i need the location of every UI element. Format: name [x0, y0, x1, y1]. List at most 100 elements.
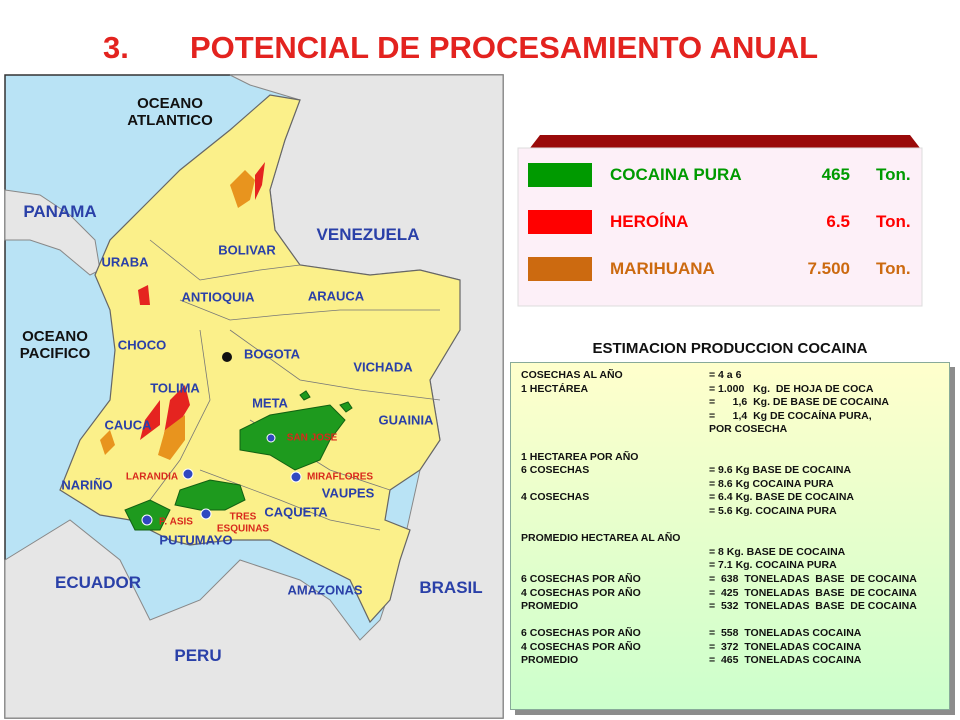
row-label: 1 HECTÁREA [521, 382, 589, 395]
row-value: POR COSECHA [709, 423, 788, 436]
title: POTENCIAL DE PROCESAMIENTO ANUAL [190, 30, 819, 65]
estimate-row: = 8 Kg. BASE DE COCAINA [521, 546, 949, 560]
estimate-row: PROMEDIO HECTAREA AL AÑO [521, 532, 949, 546]
estimate-row: = 1,4 Kg DE COCAÍNA PURA, [521, 410, 949, 424]
row-label-empty [521, 559, 709, 573]
region-label: ANTIOQUIA [181, 289, 255, 305]
town-label: P. ASIS [159, 516, 193, 528]
row-label-empty [521, 478, 709, 492]
region-label: ARAUCA [307, 288, 365, 304]
row-label-empty [521, 505, 709, 519]
row-value: = 425 TONELADAS BASE DE COCAINA [709, 586, 917, 599]
region-label: CAUCA [104, 417, 152, 433]
row-label: 6 COSECHAS POR AÑO [521, 572, 641, 585]
row-value: = 1,4 Kg DE COCAÍNA PURA, [709, 409, 872, 422]
legend-name: COCAINA PURA [610, 165, 742, 184]
legend-unit: Ton. [876, 259, 911, 278]
title-number: 3. [103, 30, 129, 65]
region-label: PERU [174, 646, 222, 666]
row-label: PROMEDIO HECTAREA AL AÑO [521, 532, 681, 545]
legend-name: HEROÍNA [610, 212, 689, 231]
region-label: BOGOTA [243, 346, 301, 362]
row-value: = 7.1 Kg. COCAINA PURA [709, 559, 837, 572]
row-label-empty [521, 410, 709, 424]
estimate-row: = 5.6 Kg. COCAINA PURA [521, 505, 949, 519]
region-label: VICHADA [353, 359, 413, 375]
row-value: = 8.6 Kg COCAINA PURA [709, 477, 834, 490]
estimate-row: 6 COSECHAS POR AÑO = 638 TONELADAS BASE D… [521, 573, 949, 587]
estimate-row: 1 HECTÁREA = 1.000 Kg. DE HOJA DE COCA [521, 383, 949, 397]
legend-name: MARIHUANA [610, 259, 715, 278]
region-label: CAQUETA [264, 504, 328, 520]
estimate-row: = 1,6 Kg. DE BASE DE COCAINA [521, 396, 949, 410]
row-value: = 558 TONELADAS COCAINA [709, 627, 862, 640]
spacer [521, 519, 949, 533]
estimate-row: 4 COSECHAS POR AÑO = 372 TONELADAS COCAIN… [521, 641, 949, 655]
legend-value: 6.5 [826, 212, 850, 231]
region-label: OCEANO PACIFICO [19, 327, 91, 362]
row-label: 4 COSECHAS POR AÑO [521, 640, 641, 653]
row-label: COSECHAS AL AÑO [521, 369, 623, 381]
row-value: = 5.6 Kg. COCAINA PURA [709, 504, 837, 517]
region-label: BOLIVAR [218, 242, 276, 258]
region-label: GUAINIA [378, 412, 434, 428]
row-label: 1 HECTAREA POR AÑO [521, 450, 639, 463]
row-value: = 465 TONELADAS COCAINA [709, 654, 862, 667]
row-label: PROMEDIO [521, 654, 579, 667]
row-value: = 1.000 Kg. DE HOJA DE COCA [709, 382, 874, 395]
town-label: LARANDIA [125, 471, 179, 483]
estimate-row: PROMEDIO = 532 TONELADAS BASE DE COCAINA [521, 600, 949, 614]
region-label: ECUADOR [55, 573, 141, 593]
region-label: VENEZUELA [316, 225, 420, 245]
region-label: TOLIMA [150, 380, 200, 396]
region-label: PANAMA [23, 202, 97, 222]
row-value: = 6.4 Kg. BASE DE COCAINA [709, 491, 854, 504]
legend-value: 7.500 [807, 259, 850, 278]
estimate-row: 4 COSECHAS POR AÑO = 425 TONELADAS BASE D… [521, 587, 949, 601]
spacer [521, 437, 949, 451]
estimate-row: 6 COSECHAS = 9.6 Kg BASE DE COCAINA [521, 464, 949, 478]
row-label: 6 COSECHAS [521, 464, 590, 477]
colombia [59, 94, 461, 624]
row-value: = 372 TONELADAS COCAINA [709, 640, 862, 653]
region-label: PUTUMAYO [159, 532, 233, 548]
capital-dot [222, 352, 232, 362]
poppy-areas [138, 162, 265, 440]
estimate-box: COSECHAS AL AÑO = 4 a 6 1 HECTÁREA = 1.000 … [510, 362, 950, 710]
estimate-row: = 7.1 Kg. COCAINA PURA [521, 559, 949, 573]
row-value: = 638 TONELADAS BASE DE COCAINA [709, 572, 917, 585]
row-value: = 8 Kg. BASE DE COCAINA [709, 545, 846, 558]
region-label: OCEANO ATLANTICO [127, 94, 213, 129]
region-label: META [252, 395, 288, 411]
region-label: VAUPES [321, 485, 375, 501]
row-label: 4 COSECHAS [521, 491, 590, 504]
row-value: = 9.6 Kg BASE DE COCAINA [709, 464, 852, 477]
swatch [528, 163, 592, 187]
estimate-title: ESTIMACION PRODUCCION COCAINA [592, 340, 868, 357]
region-label: AMAZONAS [287, 582, 363, 598]
row-label-empty [521, 396, 709, 410]
row-label: PROMEDIO [521, 600, 579, 613]
estimate-row: = 8.6 Kg COCAINA PURA [521, 478, 949, 492]
region-label: BRASIL [419, 578, 483, 598]
spacer [521, 614, 949, 628]
town-label: TRES ESQUINAS [216, 511, 270, 535]
region-label: NARIÑO [61, 477, 113, 493]
estimate-row: 6 COSECHAS POR AÑO = 558 TONELADAS COCAIN… [521, 627, 949, 641]
region-label: URABA [101, 254, 149, 270]
estimate-row: 4 COSECHAS = 6.4 Kg. BASE DE COCAINA [521, 491, 949, 505]
legend-unit: Ton. [876, 165, 911, 184]
town-label: SAN JOSE [286, 432, 338, 444]
row-label-empty [521, 546, 709, 560]
legend-unit: Ton. [876, 212, 911, 231]
row-label: 6 COSECHAS POR AÑO [521, 627, 641, 640]
estimate-row: POR COSECHA [521, 423, 949, 437]
row-value: = 4 a 6 [709, 369, 742, 381]
row-label-empty [521, 423, 709, 437]
town-label: MIRAFLORES [306, 471, 374, 483]
panama [4, 189, 101, 276]
row-label: 4 COSECHAS POR AÑO [521, 586, 641, 599]
town-dots [141, 433, 302, 526]
legend-header [530, 135, 920, 148]
